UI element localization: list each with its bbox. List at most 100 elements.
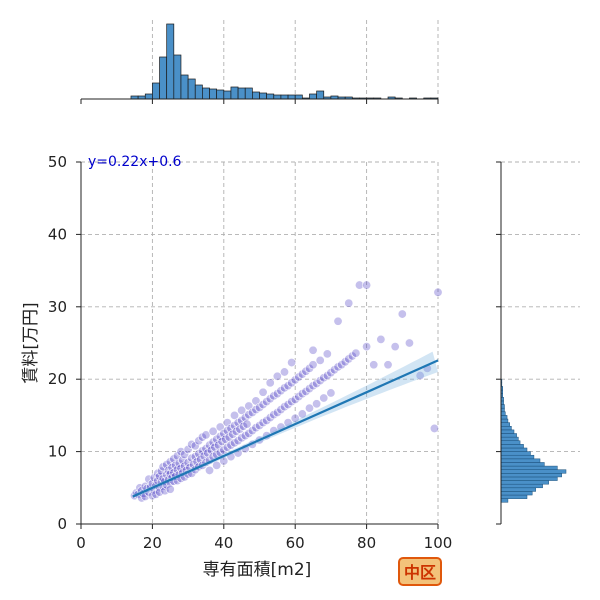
scatter-point <box>272 371 282 381</box>
right-histogram-bar <box>500 498 509 503</box>
scatter-point <box>354 280 364 290</box>
scatter-point <box>290 394 300 404</box>
right-histogram-bar <box>500 426 512 431</box>
top-histogram-bar <box>280 94 289 100</box>
x-tick-label: 100 <box>424 534 453 552</box>
regression-line <box>132 359 439 498</box>
y-tick-label: 40 <box>48 225 67 243</box>
scatter-point <box>244 428 254 438</box>
scatter-point <box>390 342 400 352</box>
scatter-point <box>312 379 322 389</box>
scatter-point <box>340 357 350 367</box>
scatter-point <box>219 445 229 455</box>
scatter-point <box>315 376 325 386</box>
scatter-point <box>344 354 354 364</box>
scatter-point <box>276 405 286 415</box>
top-histogram-bar <box>244 87 253 100</box>
y-tick-label: 0 <box>57 515 67 533</box>
scatter-point <box>276 386 286 396</box>
regression-layer <box>132 351 439 498</box>
right-histogram-bar <box>500 436 519 441</box>
top-histogram-bar <box>223 90 232 100</box>
scatter-point <box>258 387 268 397</box>
top-histogram-bar <box>202 87 210 100</box>
top-marginal-histogram <box>130 23 439 100</box>
scatter-point <box>155 487 165 497</box>
scatter-point <box>272 408 282 418</box>
scatter-point <box>322 349 332 359</box>
scatter-point <box>344 298 354 308</box>
right-histogram-bar <box>500 444 524 449</box>
scatter-point <box>176 447 186 457</box>
top-histogram-bar <box>309 93 317 100</box>
right-histogram-bar <box>500 418 509 423</box>
scatter-point <box>165 457 175 467</box>
scatter-point <box>212 434 222 444</box>
scatter-point <box>178 455 188 465</box>
scatter-point <box>304 363 314 373</box>
scatter-point <box>265 378 275 388</box>
right-histogram-bar <box>500 415 508 420</box>
scatter-point <box>162 460 172 470</box>
right-histogram-bar <box>500 480 549 485</box>
scatter-point <box>196 455 206 465</box>
scatter-point <box>262 397 272 407</box>
scatter-point <box>165 484 175 494</box>
scatter-point <box>304 403 314 413</box>
scatter-point <box>183 444 193 454</box>
scatter-point <box>247 408 257 418</box>
scatter-point <box>279 367 289 377</box>
top-histogram-bar <box>252 91 260 100</box>
y-tick-label: 20 <box>48 370 67 388</box>
scatter-point <box>397 309 407 319</box>
top-histogram-bar <box>230 86 239 100</box>
scatter-point <box>272 389 282 399</box>
scatter-point <box>190 452 200 462</box>
scatter-point <box>205 465 215 475</box>
right-histogram-bar <box>500 458 541 463</box>
scatter-point <box>362 280 372 290</box>
axes: 0 20 40 60 80 100 0 10 20 30 40 50 <box>48 98 502 552</box>
x-tick-label: 60 <box>286 534 305 552</box>
y-tick-label: 10 <box>48 443 67 461</box>
x-axis-label: 専有面積[m2] <box>203 560 312 580</box>
scatter-point <box>233 436 243 446</box>
scatter-point <box>215 431 225 441</box>
scatter-point <box>230 410 240 420</box>
scatter-point <box>404 338 414 348</box>
right-histogram-bar <box>500 451 531 456</box>
scatter-point <box>322 371 332 381</box>
scatter-point <box>265 394 275 404</box>
top-histogram-bar <box>237 87 246 100</box>
scatter-point <box>180 449 190 459</box>
scatter-point <box>347 351 357 361</box>
right-histogram-bar <box>500 440 521 445</box>
scatter-point <box>290 375 300 385</box>
scatter-point <box>201 430 211 440</box>
top-histogram-bar <box>316 90 325 100</box>
scatter-point <box>297 369 307 379</box>
scatter-point <box>351 348 361 358</box>
top-histogram-bar <box>194 84 203 100</box>
scatter-point <box>312 399 322 409</box>
x-tick-label: 40 <box>214 534 233 552</box>
scatter-point <box>235 424 245 434</box>
scatter-point <box>326 388 336 398</box>
scatter-points <box>130 280 443 503</box>
right-histogram-bar <box>500 469 567 474</box>
top-histogram-bar <box>166 23 175 100</box>
right-histogram-bar <box>500 487 536 492</box>
scatter-point <box>228 429 238 439</box>
scatter-point <box>287 358 297 368</box>
scatter-point <box>283 381 293 391</box>
scatter-point <box>415 371 425 381</box>
scatter-point <box>174 458 184 468</box>
scatter-point <box>304 384 314 394</box>
scatter-point <box>297 409 307 419</box>
right-histogram-bar <box>500 404 505 409</box>
scatter-point <box>294 372 304 382</box>
top-histogram-bar <box>273 94 282 100</box>
scatter-point <box>242 419 252 429</box>
scatter-point <box>283 400 293 410</box>
top-histogram-bar <box>266 93 275 100</box>
